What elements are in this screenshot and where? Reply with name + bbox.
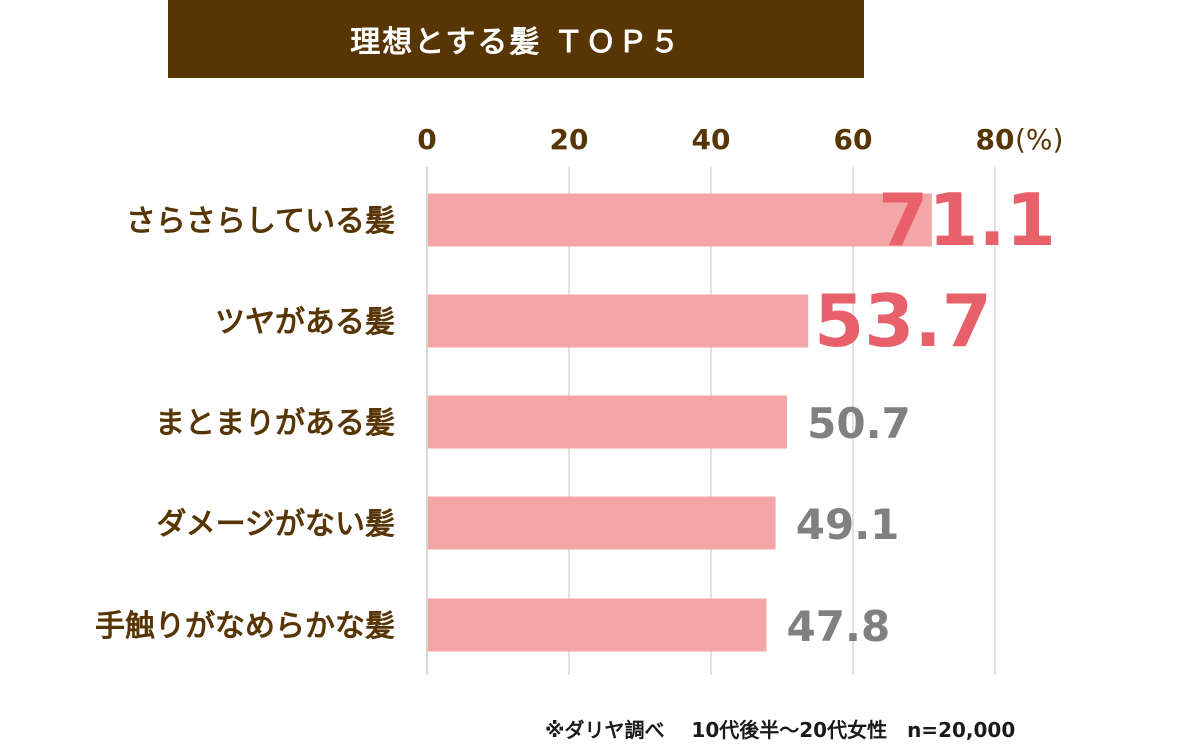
- x-tick-label: 60: [834, 123, 873, 156]
- value-label: 71.1: [878, 178, 1056, 262]
- category-label: ダメージがない髪: [157, 507, 396, 542]
- footnote: ※ダリヤ調べ 10代後半～20代女性 n=20,000: [545, 718, 1016, 742]
- bar: [427, 395, 787, 449]
- bar: [427, 496, 776, 550]
- bar: [427, 598, 767, 652]
- chart-title: 理想とする髪 ＴＯＰ５: [350, 25, 682, 60]
- category-label: ツヤがある髪: [215, 305, 395, 340]
- category-label: 手触りがなめらかな髪: [95, 609, 395, 644]
- value-label: 49.1: [796, 500, 900, 549]
- value-label: 53.7: [814, 279, 992, 363]
- value-label: 47.8: [787, 602, 891, 651]
- category-label: さらさらしている髪: [126, 204, 395, 239]
- category-label: まとまりがある髪: [155, 406, 395, 441]
- x-tick-label: 0: [417, 123, 436, 156]
- bar: [427, 193, 932, 247]
- value-label: 50.7: [807, 399, 911, 448]
- x-tick-label: 40: [692, 123, 731, 156]
- chart-title-bar: 理想とする髪 ＴＯＰ５: [168, 0, 864, 78]
- bar: [427, 294, 809, 348]
- x-tick-label: 80: [976, 123, 1015, 156]
- x-axis-unit: (%): [1015, 123, 1063, 156]
- x-tick-label: 20: [550, 123, 589, 156]
